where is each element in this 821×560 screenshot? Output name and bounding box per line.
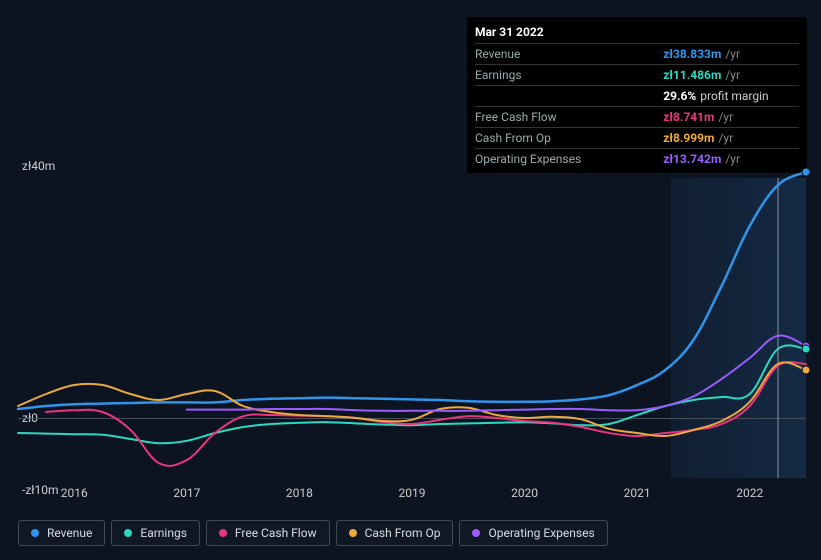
x-axis-label: 2020 [511,486,538,500]
tooltip-row-label: Earnings [475,65,663,86]
legend-item[interactable]: Earnings [111,520,200,546]
chart-plot-area [18,178,806,478]
series-line [18,172,806,409]
x-axis-label: 2016 [61,486,88,500]
legend-swatch [219,529,227,537]
tooltip-row-value: zł11.486m/yr [663,65,799,86]
tooltip-title: Mar 31 2022 [475,23,799,43]
tooltip-row-label: Free Cash Flow [475,107,663,128]
x-axis-label: 2018 [286,486,313,500]
legend-label: Free Cash Flow [235,526,317,540]
series-end-marker [802,345,810,353]
tooltip-row: Free Cash Flowzł8.741m/yr [475,107,799,128]
tooltip-row: Cash From Opzł8.999m/yr [475,128,799,149]
series-end-marker [802,366,810,374]
chart-legend: Revenue Earnings Free Cash Flow Cash From O… [18,520,608,546]
tooltip-row-value: zł38.833m/yr [663,44,799,65]
chart-svg [18,178,806,478]
tooltip-row-value: zł8.999m/yr [663,128,799,149]
tooltip-row: Earningszł11.486m/yr [475,65,799,86]
legend-swatch [349,529,357,537]
tooltip-row-value: zł8.741m/yr [663,107,799,128]
legend-item[interactable]: Cash From Op [336,520,454,546]
y-axis-label: -zł10m [22,483,59,497]
legend-label: Earnings [140,526,187,540]
legend-item[interactable]: Revenue [18,520,105,546]
legend-item[interactable]: Operating Expenses [459,520,607,546]
legend-label: Operating Expenses [488,526,594,540]
tooltip-row-label: Cash From Op [475,128,663,149]
x-axis-label: 2017 [173,486,200,500]
tooltip-row: Operating Expenseszł13.742m/yr [475,149,799,170]
tooltip-row-label: Operating Expenses [475,149,663,170]
tooltip-row-value: 29.6%profit margin [663,86,799,107]
legend-swatch [31,529,39,537]
legend-label: Cash From Op [365,526,441,540]
tooltip-row: 29.6%profit margin [475,86,799,107]
tooltip-table: Revenuezł38.833m/yrEarningszł11.486m/yr2… [475,43,799,169]
tooltip-row-value: zł13.742m/yr [663,149,799,170]
x-axis-label: 2021 [624,486,651,500]
series-end-marker [802,168,810,176]
chart-tooltip: Mar 31 2022 Revenuezł38.833m/yrEarningsz… [467,17,807,173]
tooltip-row: Revenuezł38.833m/yr [475,44,799,65]
legend-swatch [472,529,480,537]
series-line [18,345,806,443]
y-axis-label: zł40m [22,159,55,173]
tooltip-row-label [475,86,663,107]
legend-label: Revenue [47,526,92,540]
legend-swatch [124,529,132,537]
x-axis-label: 2019 [399,486,426,500]
legend-item[interactable]: Free Cash Flow [206,520,330,546]
x-axis-label: 2022 [736,486,763,500]
tooltip-row-label: Revenue [475,44,663,65]
